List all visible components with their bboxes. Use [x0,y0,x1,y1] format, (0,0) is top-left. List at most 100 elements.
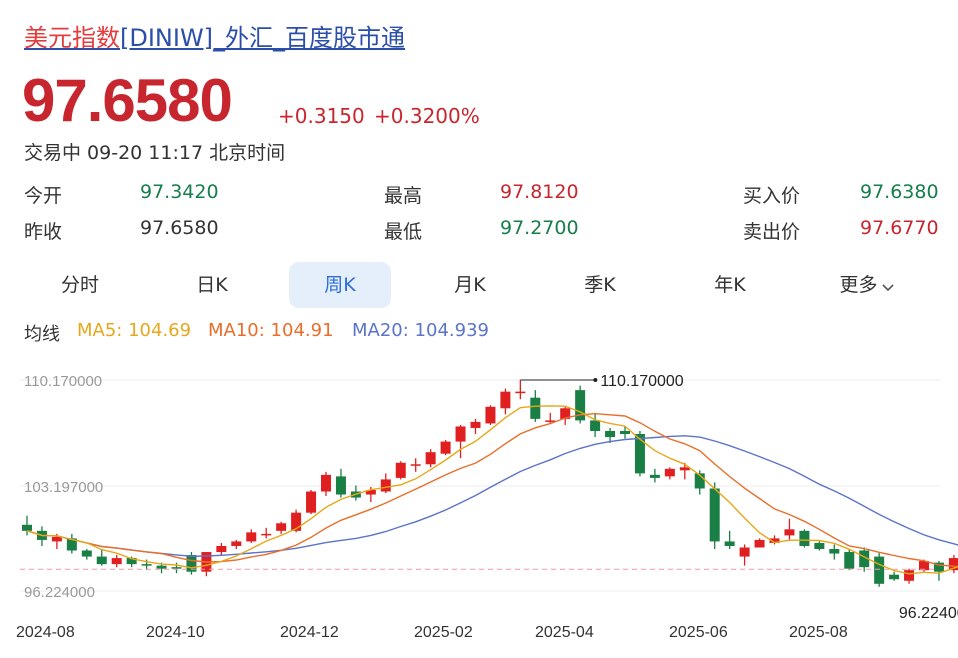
candle-body [829,548,840,554]
candle-body [171,567,182,569]
chevron-down-icon[interactable] [881,263,895,309]
max-label: 110.170000 [600,373,683,390]
price-change: +0.3150 [278,104,365,128]
ma-lines [20,405,958,575]
open-label: 今开 [24,185,63,207]
candle-body [306,491,317,513]
candle-body [844,552,855,569]
ma-label: 均线 [24,324,60,345]
x-axis-labels: 2024-08 2024-10 2024-12 2025-02 2025-04 2025-… [16,624,848,641]
ma20-value: MA20: 104.939 [352,320,489,341]
candle-body [694,473,705,489]
ask-value: 97.6770 [860,217,939,239]
candle-body [530,397,541,419]
candle-body [81,550,92,557]
low-value: 97.2700 [500,217,579,239]
prev-close-label: 昨收 [24,221,63,243]
title-name[interactable]: 美元指数 [24,24,120,52]
candle-body [859,550,870,568]
kline-chart[interactable]: 110.170000 103.197000 96.224000 110.170000… [0,355,958,655]
trading-status: 交易中 09-20 11:17 北京时间 [24,142,286,164]
tab-more-label[interactable]: 更多 [839,274,878,296]
low-label: 最低 [384,221,423,243]
tab-weekly-k[interactable]: 周K [289,262,391,308]
candle-body [649,474,660,478]
tab-daily-k[interactable]: 日K [196,274,228,296]
candle-body [22,524,32,531]
candle-body [425,452,436,465]
candle-body [276,523,287,531]
candle-body [739,547,750,557]
title-rest[interactable]: [DINIW]_外汇_百度股市通 [120,24,406,52]
candle-body [246,532,257,542]
tab-yearly-k[interactable]: 年K [714,274,746,296]
candle-body [335,476,346,495]
candle-body [889,574,900,580]
high-value: 97.8120 [500,181,579,203]
candle-body [754,539,765,548]
candle-body [814,542,825,549]
candle-body [679,467,690,471]
y-axis-labels: 110.170000 103.197000 96.224000 [24,373,103,601]
candle-body [291,512,302,531]
x-axis-label: 2025-06 [669,624,728,641]
tab-intraday[interactable]: 分时 [60,274,99,296]
annotations: 110.170000 96.224000 [520,373,958,622]
min-label: 96.224000 [899,605,958,622]
bid-label: 买入价 [743,185,801,207]
candle-body [919,561,929,571]
y-axis-label: 96.224000 [24,584,95,601]
candle-body [575,390,586,421]
candle-body [784,529,795,536]
prev-close-value: 97.6580 [140,217,219,239]
candle-body [620,430,630,435]
candle-body [261,533,272,536]
bid-value: 97.6380 [860,181,939,203]
tab-more[interactable]: 更多 [812,262,922,308]
x-axis-label: 2025-08 [789,624,848,641]
candle-body [605,430,616,438]
candle-body [186,555,197,572]
candle-body [321,474,331,492]
open-value: 97.3420 [140,181,219,203]
candle-body [410,464,421,466]
candle-body [141,564,152,566]
max-dot [593,378,598,382]
x-axis-label: 2024-10 [146,624,205,641]
candle-body [948,558,958,571]
candle-body [156,565,167,569]
candle-body [769,538,780,543]
candle-body [664,468,675,477]
tab-monthly-k[interactable]: 月K [454,274,486,296]
ma20-line [26,435,958,558]
high-label: 最高 [384,185,423,207]
candle-body [395,462,406,478]
y-axis-label: 103.197000 [24,479,103,496]
tab-quarterly-k[interactable]: 季K [584,274,616,296]
candle-body [380,479,391,492]
candle-body [231,541,242,546]
x-axis-label: 2024-12 [280,624,339,641]
page-title[interactable]: 美元指数[DINIW]_外汇_百度股市通 [24,18,405,53]
candle-body [126,558,137,565]
candle-body [709,488,720,542]
x-axis-label: 2025-02 [414,624,473,641]
candle-body [51,536,62,542]
candle-body [515,391,526,394]
current-price: 97.6580 [22,67,233,134]
price-change-percent: +0.3200% [374,104,480,128]
ma10-value: MA10: 104.91 [208,320,334,341]
candle-body [111,558,122,565]
candle-body [590,420,601,431]
candle-body [933,562,944,572]
candle-body [904,570,915,581]
candle-body [874,556,885,584]
candle-body [799,530,810,546]
candle-body [724,541,735,546]
y-axis-label: 110.170000 [24,373,102,390]
title-link[interactable]: 美元指数[DINIW]_外汇_百度股市通 [24,24,405,52]
candle-body [455,426,466,442]
chart-grid [20,379,940,592]
x-axis-label: 2024-08 [16,624,75,641]
candle-body [365,489,376,495]
